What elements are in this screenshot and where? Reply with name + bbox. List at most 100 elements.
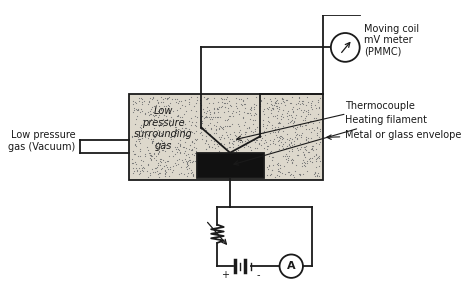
Point bbox=[156, 163, 164, 168]
Point bbox=[159, 144, 167, 149]
Point bbox=[296, 173, 304, 178]
Point bbox=[238, 139, 246, 144]
Point bbox=[312, 174, 319, 178]
Point bbox=[277, 139, 285, 144]
Point bbox=[259, 118, 267, 123]
Point bbox=[182, 153, 190, 157]
Point bbox=[265, 162, 273, 167]
Point bbox=[282, 157, 289, 161]
Point bbox=[197, 103, 205, 108]
Point bbox=[134, 135, 142, 139]
Point bbox=[264, 119, 271, 124]
Point bbox=[306, 155, 314, 160]
Point bbox=[241, 138, 248, 143]
Point bbox=[157, 95, 164, 100]
Point bbox=[223, 101, 231, 105]
Point bbox=[187, 143, 194, 148]
Point bbox=[180, 145, 187, 150]
Point bbox=[188, 116, 195, 120]
Point bbox=[279, 95, 286, 100]
Point bbox=[136, 148, 144, 153]
Point bbox=[156, 159, 164, 163]
Point bbox=[303, 136, 310, 141]
Point bbox=[150, 133, 157, 138]
Point bbox=[308, 106, 315, 111]
Point bbox=[307, 159, 314, 164]
Point bbox=[153, 169, 161, 174]
Point bbox=[154, 150, 162, 155]
Point bbox=[285, 170, 292, 175]
Point bbox=[137, 168, 144, 173]
Point bbox=[309, 160, 316, 164]
Point bbox=[202, 115, 210, 120]
Point bbox=[252, 111, 259, 116]
Point bbox=[170, 154, 177, 159]
Point bbox=[217, 134, 225, 139]
Point bbox=[153, 164, 161, 169]
Point bbox=[305, 149, 313, 154]
Point bbox=[290, 108, 297, 113]
Point bbox=[275, 173, 283, 178]
Point bbox=[148, 139, 155, 144]
Point bbox=[246, 144, 254, 149]
Point bbox=[212, 124, 220, 129]
Point bbox=[225, 141, 232, 145]
Point bbox=[138, 102, 146, 107]
Point bbox=[288, 148, 296, 153]
Point bbox=[217, 105, 225, 110]
Point bbox=[131, 143, 139, 148]
Point bbox=[282, 102, 289, 107]
Point bbox=[146, 153, 154, 157]
Point bbox=[188, 160, 196, 165]
Point bbox=[306, 112, 314, 117]
Point bbox=[164, 167, 171, 172]
Point bbox=[174, 141, 182, 146]
Point bbox=[181, 149, 189, 154]
Point bbox=[191, 123, 199, 128]
Point bbox=[312, 152, 320, 157]
Point bbox=[220, 97, 228, 101]
Point bbox=[157, 118, 164, 123]
Point bbox=[222, 97, 230, 102]
Point bbox=[225, 113, 233, 118]
Point bbox=[239, 116, 247, 121]
Point bbox=[128, 134, 136, 138]
Point bbox=[146, 96, 154, 101]
Point bbox=[151, 131, 159, 136]
Point bbox=[286, 141, 293, 146]
Point bbox=[243, 126, 251, 130]
Point bbox=[147, 116, 155, 121]
Point bbox=[157, 160, 164, 165]
Point bbox=[298, 123, 306, 128]
Point bbox=[182, 97, 189, 102]
Point bbox=[277, 113, 284, 118]
Point bbox=[274, 161, 282, 166]
Point bbox=[162, 162, 169, 167]
Text: +: + bbox=[221, 270, 229, 280]
Point bbox=[268, 167, 276, 172]
Point bbox=[283, 154, 291, 158]
Point bbox=[245, 134, 252, 139]
Point bbox=[137, 162, 145, 167]
Point bbox=[180, 144, 187, 149]
Point bbox=[146, 156, 154, 161]
Point bbox=[291, 134, 299, 139]
Point bbox=[257, 134, 264, 139]
Point bbox=[265, 119, 273, 124]
Point bbox=[168, 170, 175, 175]
Point bbox=[153, 98, 161, 102]
Point bbox=[310, 115, 318, 120]
Point bbox=[266, 142, 273, 147]
Point bbox=[155, 100, 162, 105]
Point bbox=[288, 145, 295, 150]
Point bbox=[151, 113, 158, 117]
Point bbox=[301, 117, 309, 122]
Point bbox=[192, 128, 200, 133]
Point bbox=[160, 124, 167, 129]
Point bbox=[283, 159, 291, 164]
Point bbox=[270, 103, 277, 107]
Point bbox=[183, 159, 191, 164]
Point bbox=[210, 135, 218, 140]
Point bbox=[221, 123, 228, 128]
Point bbox=[300, 102, 307, 107]
